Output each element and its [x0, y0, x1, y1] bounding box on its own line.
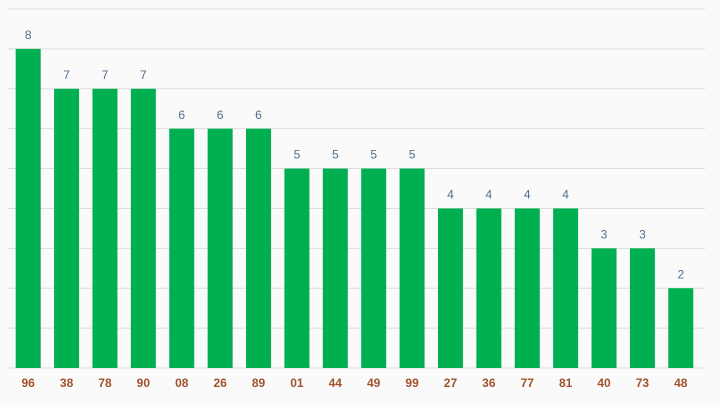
- value-label: 8: [25, 28, 32, 42]
- x-tick-label: 81: [559, 376, 573, 390]
- bar: [284, 168, 310, 368]
- x-tick-label: 26: [213, 376, 227, 390]
- value-label: 7: [102, 68, 109, 82]
- x-tick-label: 99: [405, 376, 419, 390]
- bar: [476, 208, 502, 368]
- bar: [629, 248, 655, 368]
- bar: [15, 48, 41, 369]
- x-tick-label: 38: [60, 376, 74, 390]
- value-label: 6: [255, 108, 262, 122]
- value-label: 4: [447, 188, 454, 202]
- bar: [553, 208, 579, 368]
- bar: [514, 208, 540, 368]
- bar: [54, 88, 80, 369]
- value-label: 4: [524, 188, 531, 202]
- value-label: 4: [486, 188, 493, 202]
- x-tick-label: 77: [521, 376, 535, 390]
- bar: [92, 88, 118, 369]
- value-label: 2: [677, 267, 684, 281]
- x-tick-label: 27: [444, 376, 458, 390]
- x-tick-label: 73: [636, 376, 650, 390]
- value-label: 5: [332, 148, 339, 162]
- bar: [207, 128, 233, 368]
- x-tick-label: 36: [482, 376, 496, 390]
- value-label: 5: [409, 148, 416, 162]
- value-label: 5: [370, 148, 377, 162]
- bar: [437, 208, 463, 368]
- x-tick-label: 89: [252, 376, 266, 390]
- x-tick-label: 01: [290, 376, 304, 390]
- x-tick-label: 78: [98, 376, 112, 390]
- bar: [591, 248, 617, 368]
- value-label: 7: [140, 68, 147, 82]
- bar: [169, 128, 195, 368]
- x-tick-label: 40: [597, 376, 611, 390]
- value-label: 7: [63, 68, 70, 82]
- x-tick-label: 90: [137, 376, 151, 390]
- value-label: 6: [178, 108, 185, 122]
- x-tick-label: 48: [674, 376, 688, 390]
- bar: [361, 168, 387, 368]
- value-label: 3: [639, 228, 646, 242]
- x-tick-label: 44: [329, 376, 343, 390]
- bar: [246, 128, 272, 368]
- x-tick-label: 96: [22, 376, 36, 390]
- value-label: 6: [217, 108, 224, 122]
- value-label: 4: [562, 188, 569, 202]
- bar: [399, 168, 425, 368]
- x-tick-label: 49: [367, 376, 381, 390]
- bar: [668, 288, 694, 368]
- bar: [322, 168, 348, 368]
- value-label: 3: [601, 228, 608, 242]
- bar: [130, 88, 156, 369]
- value-label: 5: [294, 148, 301, 162]
- x-tick-label: 08: [175, 376, 189, 390]
